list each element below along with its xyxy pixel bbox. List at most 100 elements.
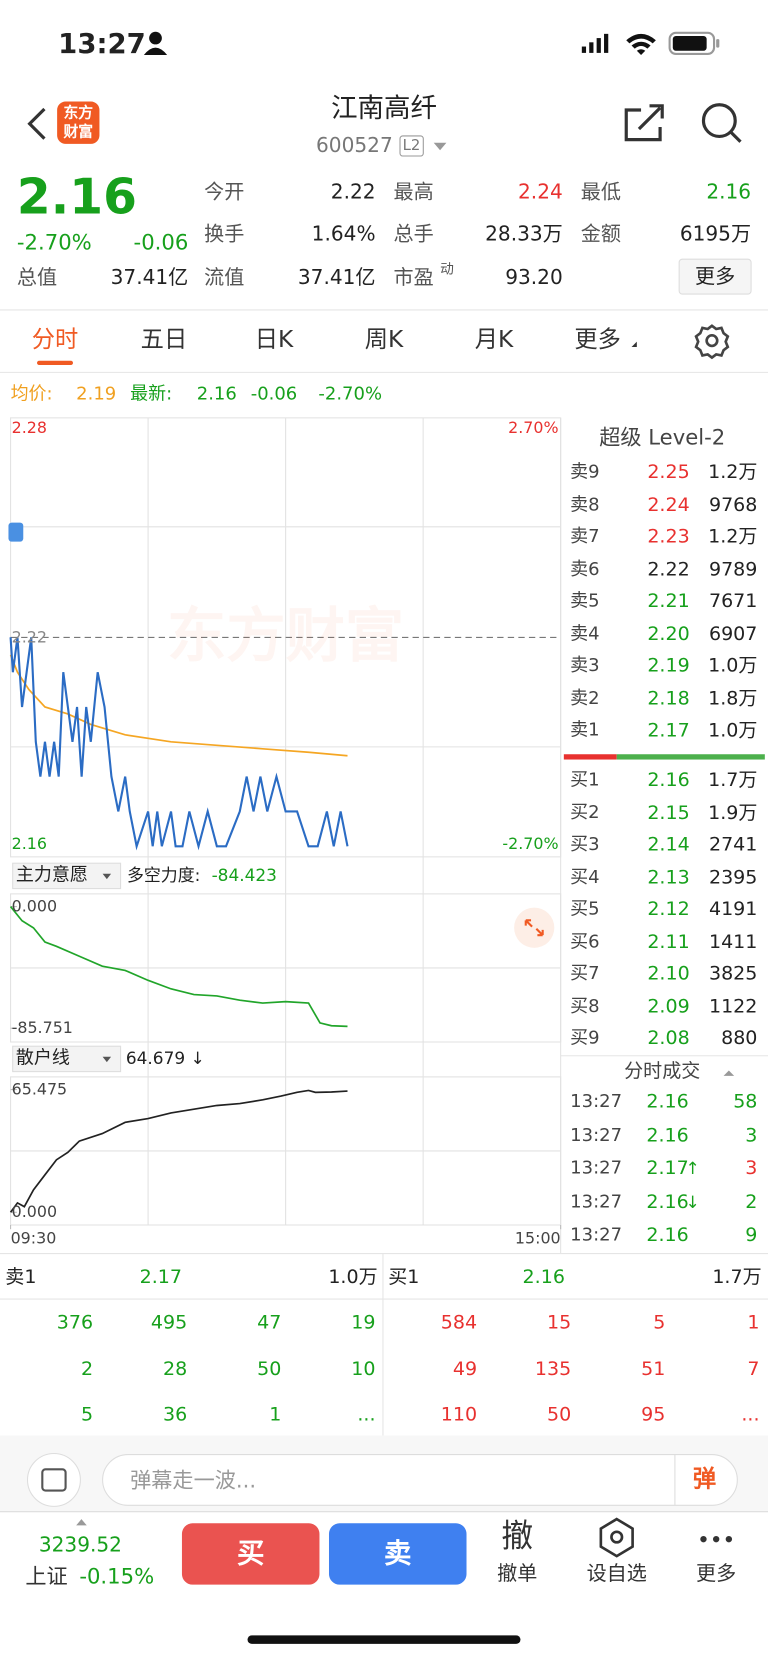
cancel-label[interactable]: 撤单 (497, 1561, 538, 1586)
buy-label[interactable]: 买 (236, 1538, 265, 1570)
book-price: 2.12 (647, 898, 690, 921)
tab[interactable]: 周K (364, 326, 404, 354)
queue-price: 2.17 (139, 1266, 182, 1289)
indicator-name[interactable]: 散户线 (15, 1047, 70, 1069)
plot (9, 636, 562, 1230)
avg-price-line (9, 654, 348, 757)
stat-value: 37.41亿 (297, 266, 376, 290)
tab[interactable]: 更多 (574, 326, 621, 354)
expand-icon (524, 919, 544, 937)
indicator-select[interactable] (12, 862, 122, 890)
book-price: 2.22 (647, 558, 690, 581)
book-price: 2.15 (647, 801, 690, 824)
index-change: -0.15% (79, 1563, 155, 1589)
queue-order: 50 (547, 1403, 572, 1426)
trade-time: 13:27 (570, 1191, 623, 1213)
book-label: 卖8 (570, 494, 600, 516)
legend-value: 2.19 (76, 383, 117, 405)
stat-value: 28.33万 (485, 222, 563, 246)
sell-label[interactable]: 卖 (383, 1538, 412, 1570)
book-price: 2.08 (647, 1027, 690, 1050)
tab[interactable]: 分时 (31, 326, 79, 354)
tab[interactable]: 五日 (140, 326, 188, 354)
y-tick-label: -85.751 (11, 1018, 73, 1038)
legend-value: -2.70% (318, 383, 383, 405)
queue-order: 50 (257, 1357, 282, 1380)
pct-label: 2.70% (508, 418, 559, 438)
book-volume: 2395 (708, 865, 758, 889)
book-volume: 1.0万 (708, 654, 758, 678)
chart-frame (10, 417, 562, 1254)
home-indicator (247, 1635, 521, 1644)
stock-name: 江南高纤 (331, 92, 437, 124)
trade-time: 13:27 (570, 1124, 623, 1146)
expand-button[interactable] (514, 907, 555, 948)
book-volume: 880 (721, 1027, 758, 1050)
share-icon[interactable] (624, 104, 664, 142)
trade-price: 2.16 (646, 1223, 689, 1247)
cancel-icon[interactable]: 撤 (501, 1518, 534, 1556)
sell-button[interactable] (328, 1523, 467, 1585)
book-volume: 2741 (708, 833, 758, 856)
danmaku-button[interactable]: 弹 (692, 1466, 717, 1493)
comment-icon-bg[interactable] (26, 1452, 81, 1507)
logo-bg (57, 101, 100, 144)
watch-label[interactable]: 设自选 (586, 1561, 647, 1586)
book-volume: 9789 (708, 558, 758, 581)
trade-price: 2.16 (646, 1123, 689, 1147)
queue-order: 15 (547, 1311, 572, 1334)
book-volume: 1.0万 (708, 719, 758, 742)
x-tick-label: 09:30 (10, 1228, 57, 1248)
tab[interactable]: 日K (254, 326, 294, 354)
more-button-bg[interactable] (678, 258, 752, 295)
more-icon[interactable] (700, 1535, 733, 1543)
stat-label: 流值 (204, 266, 245, 290)
queue-order: 28 (163, 1357, 188, 1380)
book-price: 2.20 (647, 622, 690, 645)
stat-label: 换手 (204, 222, 245, 246)
back-icon[interactable] (27, 107, 46, 140)
queue-order: 584 (440, 1311, 478, 1334)
more-button[interactable]: 更多 (694, 264, 736, 289)
book-price: 2.25 (647, 461, 690, 484)
comment-icon (41, 1468, 67, 1492)
queue-order: ... (741, 1403, 760, 1426)
queue-order: 1 (747, 1311, 760, 1334)
stat-value: 6195万 (679, 222, 752, 246)
trade-volume: 3 (745, 1157, 758, 1180)
search-icon[interactable] (701, 103, 742, 143)
comment-input[interactable] (102, 1454, 738, 1506)
indicator-name[interactable]: 主力意愿 (15, 864, 88, 886)
comment-placeholder[interactable]: 弹幕走一波... (130, 1467, 257, 1493)
queue-order: 36 (163, 1403, 188, 1426)
stat-label: 最高 (393, 180, 434, 204)
tab[interactable]: 月K (474, 326, 514, 354)
logo-text: 东方 (63, 104, 94, 122)
settings-icon[interactable] (694, 324, 730, 360)
book-volume: 1.8万 (708, 687, 758, 710)
book-volume: 6907 (708, 622, 758, 645)
more-label[interactable]: 更多 (696, 1561, 737, 1586)
queue-label: 买1 (388, 1266, 420, 1289)
trade-volume: 9 (745, 1223, 758, 1247)
indicator-select[interactable] (12, 1045, 122, 1073)
queue-order: 5 (80, 1403, 94, 1426)
stat-value: 2.16 (706, 180, 752, 204)
tab-indicator (37, 360, 73, 365)
buy-button[interactable] (181, 1523, 320, 1585)
stock-code: 600527 (316, 133, 393, 158)
trade-time: 13:27 (570, 1091, 623, 1113)
panel-title: 分时成交 (624, 1059, 701, 1083)
book-label: 买6 (570, 930, 600, 953)
book-price: 2.24 (647, 493, 690, 516)
stat-label: 总值 (16, 266, 58, 290)
queue-volume: 1.0万 (328, 1266, 378, 1289)
marker-s (8, 522, 24, 542)
book-price: 2.16 (647, 769, 690, 792)
book-label: 买1 (570, 769, 600, 791)
text: 13:27 (58, 28, 146, 61)
book-label: 买5 (570, 898, 600, 920)
watch-icon[interactable] (599, 1517, 634, 1558)
book-volume: 1.7万 (708, 769, 758, 792)
